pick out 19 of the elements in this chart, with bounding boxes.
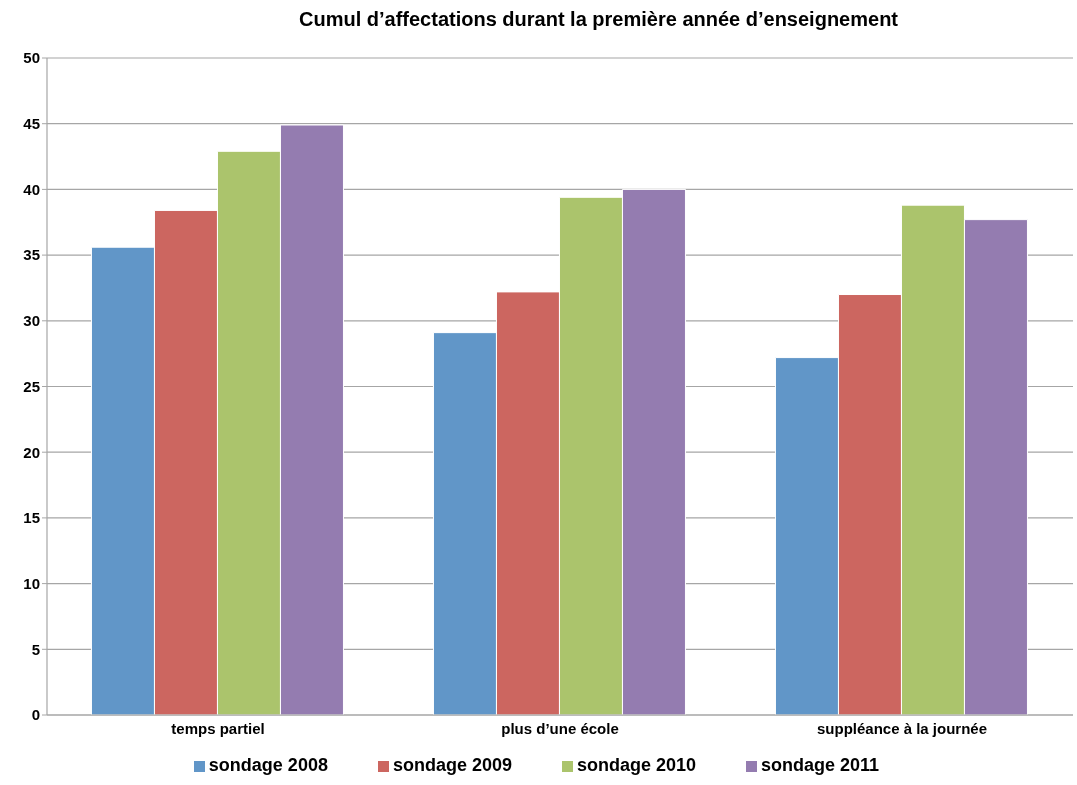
chart-title: Cumul d’affectations durant la première année d’enseignement — [298, 8, 899, 31]
y-tick-label: 20 — [23, 443, 40, 461]
y-tick-label: 25 — [23, 377, 40, 395]
x-tick-label: temps partiel — [171, 719, 265, 737]
y-tick-label: 45 — [23, 115, 40, 133]
y-tick-label: 50 — [23, 49, 40, 67]
y-tick-label: 10 — [23, 574, 40, 592]
x-tick-label: suppléance à la journée — [816, 719, 988, 737]
legend-label: sondage 2009 — [392, 755, 512, 775]
x-tick-label: plus d’une école — [501, 719, 619, 737]
legend-label: sondage 2008 — [208, 755, 328, 775]
y-tick-label: 5 — [31, 640, 40, 658]
legend-label: sondage 2010 — [576, 755, 697, 775]
y-tick-label: 35 — [23, 246, 40, 264]
y-tick-label: 0 — [31, 706, 40, 724]
y-tick-label: 30 — [23, 312, 40, 330]
y-tick-label: 40 — [23, 180, 40, 198]
y-tick-label: 15 — [23, 509, 40, 527]
legend-label: sondage 2011 — [761, 755, 880, 775]
